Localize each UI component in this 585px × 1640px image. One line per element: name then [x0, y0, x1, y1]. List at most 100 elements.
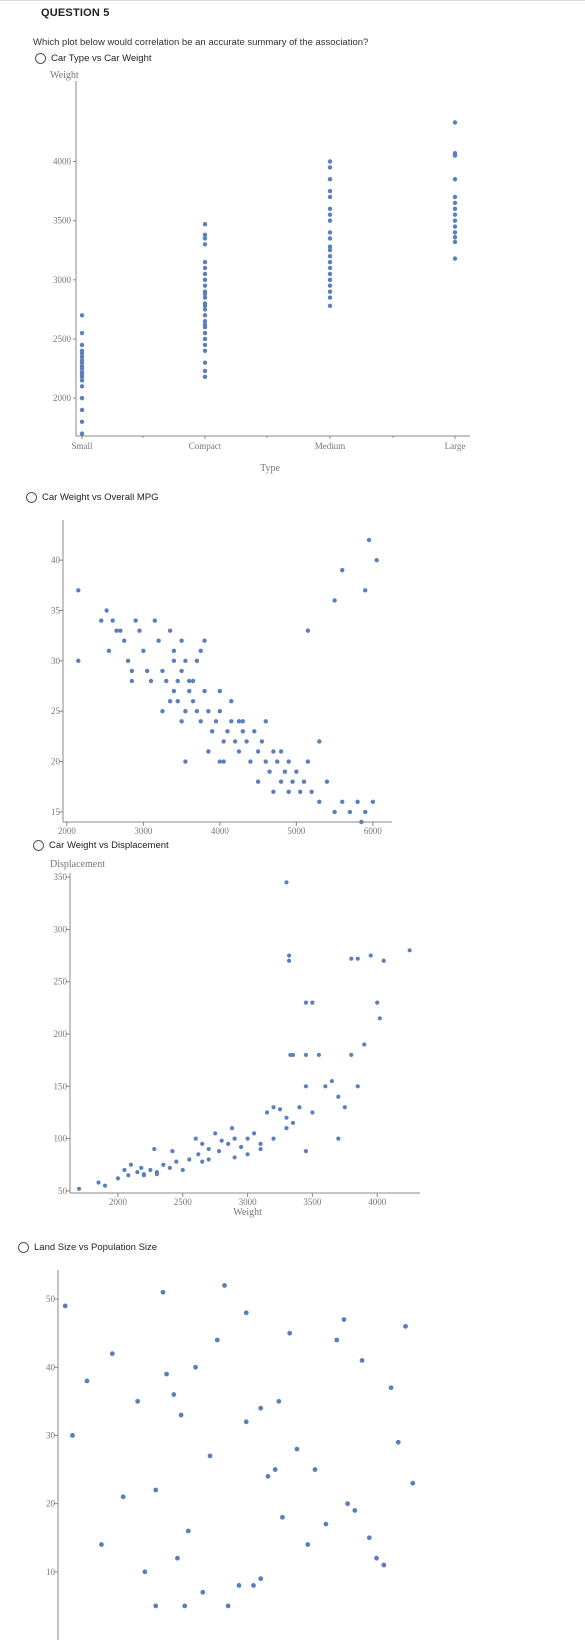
data-point — [214, 1337, 220, 1343]
radio-button[interactable] — [35, 53, 46, 64]
data-point — [202, 330, 208, 336]
data-point — [79, 407, 85, 413]
data-point — [76, 658, 81, 664]
data-point — [278, 749, 284, 754]
data-point — [355, 956, 360, 961]
data-point — [79, 395, 85, 401]
data-point — [290, 1052, 296, 1058]
data-point — [355, 1084, 360, 1089]
data-point — [282, 769, 288, 774]
x-tick-label: 2500 — [174, 1197, 193, 1207]
data-point — [316, 1052, 321, 1058]
data-point — [232, 739, 238, 744]
y-tick-label: 300 — [54, 924, 68, 934]
data-point — [202, 236, 208, 241]
question-title: QUESTION 5 — [41, 7, 110, 19]
data-point — [327, 230, 333, 235]
data-point — [187, 688, 192, 694]
data-point — [377, 1016, 382, 1021]
data-point — [323, 1521, 329, 1527]
option-car-weight-vs-displacement[interactable]: Car Weight vs Displacement — [33, 840, 169, 851]
option-car-weight-vs-mpg[interactable]: Car Weight vs Overall MPG — [26, 492, 159, 503]
data-point — [153, 1487, 159, 1493]
data-point — [232, 1155, 237, 1160]
data-point — [452, 200, 458, 206]
data-point — [79, 342, 85, 348]
y-tick-label: 40 — [51, 555, 61, 565]
data-point — [327, 277, 333, 283]
data-point — [271, 1105, 276, 1110]
data-point — [202, 374, 208, 380]
y-tick-label: 250 — [54, 977, 68, 987]
data-point — [317, 799, 322, 805]
data-point — [137, 628, 142, 633]
y-tick-label: 25 — [51, 706, 61, 716]
data-point — [125, 658, 131, 664]
data-point — [452, 239, 458, 245]
data-point — [84, 1378, 90, 1384]
data-point — [327, 194, 333, 200]
y-tick-label: 35 — [51, 606, 61, 616]
data-point — [202, 222, 208, 227]
data-point — [202, 348, 208, 354]
data-point — [202, 336, 208, 342]
data-point — [198, 648, 203, 653]
data-point — [286, 759, 291, 764]
data-point — [407, 948, 412, 953]
data-point — [190, 698, 196, 704]
data-point — [198, 719, 203, 724]
option-label: Car Weight vs Overall MPG — [42, 492, 159, 503]
data-point — [327, 165, 333, 170]
data-point — [76, 588, 81, 593]
data-point — [106, 648, 112, 653]
data-point — [217, 759, 223, 764]
data-point — [366, 1535, 372, 1541]
chart-car-weight-vs-displacement: Displacement 50 100 150 200 250 300 350 2000 2500… — [50, 859, 420, 1218]
data-point — [190, 678, 196, 684]
data-point — [213, 719, 219, 724]
data-point — [115, 1176, 121, 1181]
data-point — [187, 1157, 192, 1162]
data-point — [126, 1173, 131, 1178]
data-point — [225, 729, 230, 734]
data-point — [70, 1433, 75, 1438]
radio-button[interactable] — [33, 840, 44, 851]
data-point — [327, 244, 333, 249]
data-point — [194, 709, 200, 714]
data-point — [290, 779, 295, 784]
data-point — [259, 739, 265, 744]
data-point — [206, 749, 211, 754]
radio-button[interactable] — [26, 492, 37, 503]
data-point — [152, 618, 158, 623]
x-tick-label: 4000 — [368, 1197, 387, 1207]
data-point — [366, 537, 372, 543]
data-point — [160, 1289, 166, 1295]
data-point — [221, 759, 226, 764]
data-point — [267, 769, 272, 774]
data-point — [327, 271, 333, 277]
chart-car-weight-vs-mpg: 15 20 25 30 35 40 2000 3000 4000 5000 6000 — [51, 520, 392, 836]
data-point — [79, 369, 85, 375]
data-point — [327, 212, 333, 217]
question-text: Which plot below would correlation be an… — [33, 37, 369, 48]
x-tick-label: 3000 — [134, 826, 153, 836]
data-point — [374, 1555, 379, 1561]
option-land-size-vs-population[interactable]: Land Size vs Population Size — [18, 1242, 157, 1253]
data-point — [133, 618, 138, 623]
data-point — [286, 789, 291, 794]
data-point — [202, 307, 208, 312]
data-point — [452, 206, 458, 212]
data-point — [452, 218, 458, 223]
y-tick-label: 100 — [54, 1134, 68, 1144]
data-point — [171, 658, 177, 664]
radio-button[interactable] — [18, 1242, 29, 1253]
data-point — [213, 1131, 218, 1136]
data-point — [388, 1385, 394, 1391]
data-point — [305, 628, 311, 633]
y-tick-label: 30 — [51, 656, 61, 666]
option-car-type-vs-weight[interactable]: Car Type vs Car Weight — [35, 53, 152, 64]
data-point — [99, 1542, 104, 1547]
data-point — [160, 709, 165, 714]
data-point — [245, 1136, 250, 1141]
y-tick-label: 3000 — [53, 275, 72, 285]
